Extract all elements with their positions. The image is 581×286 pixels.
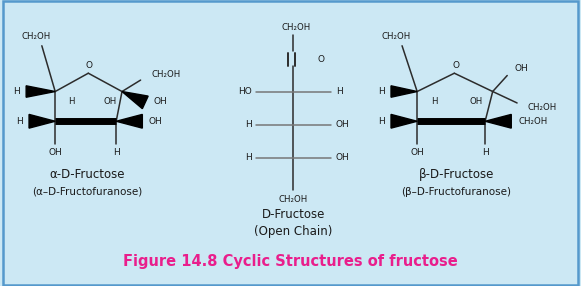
Text: OH: OH xyxy=(154,97,168,106)
Text: CH₂OH: CH₂OH xyxy=(519,117,548,126)
Text: CH₂OH: CH₂OH xyxy=(528,103,557,112)
Text: H: H xyxy=(113,148,120,157)
Polygon shape xyxy=(29,114,55,128)
Polygon shape xyxy=(116,114,142,128)
Text: OH: OH xyxy=(515,64,529,73)
Text: OH: OH xyxy=(148,117,162,126)
Text: HO: HO xyxy=(238,87,252,96)
Text: OH: OH xyxy=(336,153,350,162)
Text: OH: OH xyxy=(410,148,424,157)
Text: H: H xyxy=(378,87,385,96)
Text: CH₂OH: CH₂OH xyxy=(151,70,180,79)
Text: OH: OH xyxy=(336,120,350,129)
Text: O: O xyxy=(86,61,93,70)
Text: Figure 14.8 Cyclic Structures of fructose: Figure 14.8 Cyclic Structures of fructos… xyxy=(123,255,458,269)
Text: H: H xyxy=(13,87,20,96)
Text: H: H xyxy=(482,148,489,157)
Text: H: H xyxy=(67,97,74,106)
Text: H: H xyxy=(378,117,385,126)
Text: O: O xyxy=(318,55,325,64)
Polygon shape xyxy=(122,92,148,109)
Text: (β–D-Fructofuranose): (β–D-Fructofuranose) xyxy=(401,187,511,196)
Polygon shape xyxy=(485,114,511,128)
Text: OH: OH xyxy=(103,97,117,106)
Text: H: H xyxy=(245,153,252,162)
Text: H: H xyxy=(336,87,343,96)
Text: CH₂OH: CH₂OH xyxy=(21,32,51,41)
Text: CH₂OH: CH₂OH xyxy=(382,32,411,41)
Text: H: H xyxy=(245,120,252,129)
Text: β-D-Fructose: β-D-Fructose xyxy=(418,168,494,181)
Text: D-Fructose: D-Fructose xyxy=(261,208,325,221)
Text: CH₂OH: CH₂OH xyxy=(279,194,308,204)
Text: α-D-Fructose: α-D-Fructose xyxy=(49,168,125,181)
Text: OH: OH xyxy=(469,97,483,106)
Polygon shape xyxy=(391,114,417,128)
Text: (α–D-Fructofuranose): (α–D-Fructofuranose) xyxy=(32,187,142,196)
Text: H: H xyxy=(16,117,23,126)
Polygon shape xyxy=(26,86,55,97)
Text: OH: OH xyxy=(48,148,62,157)
Text: (Open Chain): (Open Chain) xyxy=(254,225,332,238)
Text: CH₂OH: CH₂OH xyxy=(281,23,310,32)
Text: H: H xyxy=(431,97,438,106)
Polygon shape xyxy=(391,86,417,97)
Text: O: O xyxy=(452,61,459,70)
